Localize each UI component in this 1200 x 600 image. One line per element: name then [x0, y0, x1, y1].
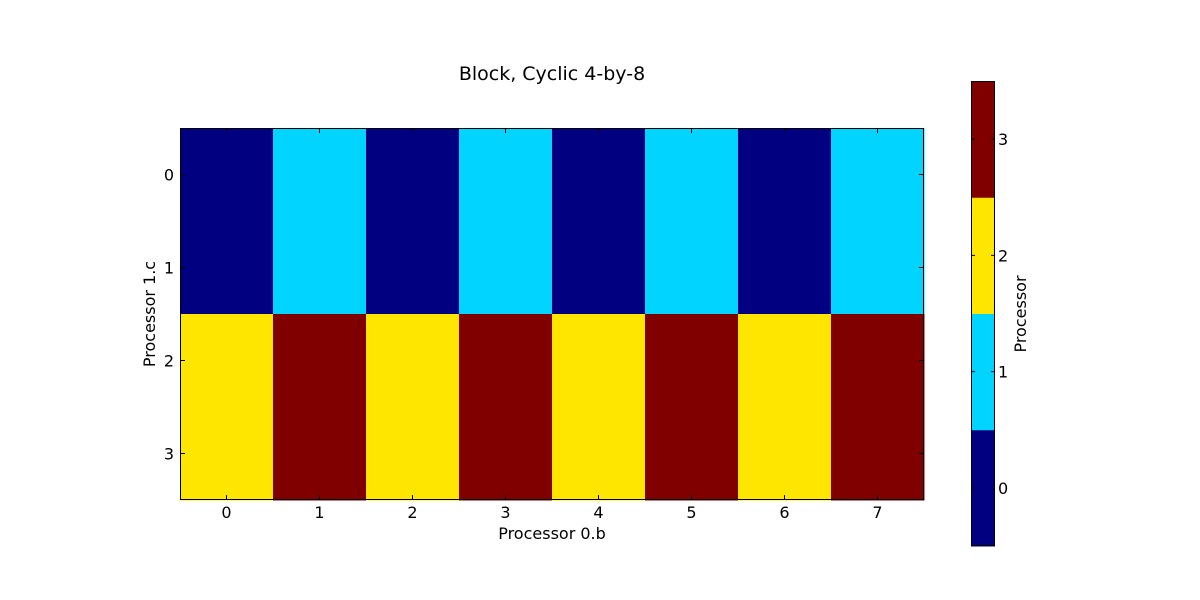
colorbar-tick-label: 2	[998, 246, 1008, 265]
heatmap-cell	[738, 128, 832, 222]
y-tick-label: 3	[164, 445, 174, 464]
heatmap-cell	[552, 314, 646, 408]
heatmap-cell	[366, 407, 460, 501]
heatmap-cell	[645, 221, 739, 315]
y-tick-label: 1	[164, 259, 174, 278]
heatmap-cell	[552, 128, 646, 222]
x-axis-label: Processor 0.b	[498, 524, 606, 543]
heatmap-cell	[180, 128, 274, 222]
heatmap-cell	[459, 128, 553, 222]
y-tick-label: 2	[164, 352, 174, 371]
heatmap-cell	[273, 221, 367, 315]
x-tick-label: 1	[314, 503, 324, 522]
plot-frame	[180, 128, 924, 500]
x-tick-label: 2	[407, 503, 417, 522]
heatmap-cell	[273, 128, 367, 222]
heatmap-cell	[366, 128, 460, 222]
heatmap-cell	[180, 407, 274, 501]
heatmap-cell	[273, 314, 367, 408]
colorbar-label: Processor	[1011, 275, 1030, 352]
colorbar-tick-label: 1	[998, 363, 1008, 382]
heatmap-cell	[831, 221, 925, 315]
heatmap-cells	[180, 128, 925, 501]
heatmap-cell	[366, 221, 460, 315]
heatmap-cell	[645, 128, 739, 222]
heatmap-cell	[180, 314, 274, 408]
y-tick-label: 0	[164, 166, 174, 185]
heatmap-cell	[831, 407, 925, 501]
x-tick-label: 4	[593, 503, 603, 522]
heatmap-cell	[459, 221, 553, 315]
colorbar-ticks	[971, 138, 995, 489]
heatmap-cell	[459, 314, 553, 408]
heatmap-cell	[831, 128, 925, 222]
colorbar-frame	[971, 81, 995, 546]
y-axis-label: Processor 1.c	[140, 261, 159, 367]
heatmap-cell	[738, 314, 832, 408]
heatmap-cell	[645, 407, 739, 501]
colorbar	[971, 81, 995, 547]
axis-ticks	[180, 128, 924, 500]
x-tick-label: 6	[779, 503, 789, 522]
heatmap-cell	[366, 314, 460, 408]
colorbar-tick-label: 0	[998, 479, 1008, 498]
chart-title: Block, Cyclic 4-by-8	[459, 63, 645, 85]
x-tick-labels: 0 1 2 3 4 5 6 7	[221, 503, 882, 522]
x-tick-label: 3	[500, 503, 510, 522]
heatmap-cell	[738, 221, 832, 315]
y-tick-labels: 0 1 2 3	[164, 166, 174, 464]
x-tick-label: 0	[221, 503, 231, 522]
heatmap-cell	[738, 407, 832, 501]
heatmap-cell	[273, 407, 367, 501]
heatmap-cell	[645, 314, 739, 408]
x-tick-label: 5	[686, 503, 696, 522]
heatmap-cell	[180, 221, 274, 315]
heatmap-cell	[552, 407, 646, 501]
colorbar-tick-label: 3	[998, 130, 1008, 149]
heatmap-cell	[552, 221, 646, 315]
colorbar-tick-labels: 0 1 2 3	[998, 130, 1008, 498]
x-tick-label: 7	[872, 503, 882, 522]
heatmap-cell	[831, 314, 925, 408]
heatmap-cell	[459, 407, 553, 501]
